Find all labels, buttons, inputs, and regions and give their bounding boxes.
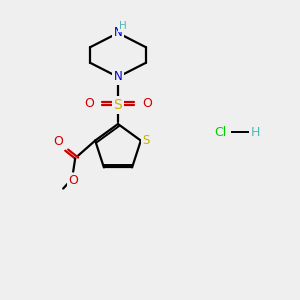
Text: S: S [114, 98, 122, 112]
Text: O: O [53, 135, 63, 148]
Text: N: N [114, 26, 122, 40]
Text: H: H [119, 21, 127, 31]
Text: S: S [142, 134, 149, 147]
Text: O: O [142, 97, 152, 110]
Text: N: N [114, 70, 122, 83]
Text: O: O [84, 97, 94, 110]
Text: Cl: Cl [214, 125, 226, 139]
Text: H: H [250, 125, 260, 139]
Text: O: O [68, 174, 78, 187]
